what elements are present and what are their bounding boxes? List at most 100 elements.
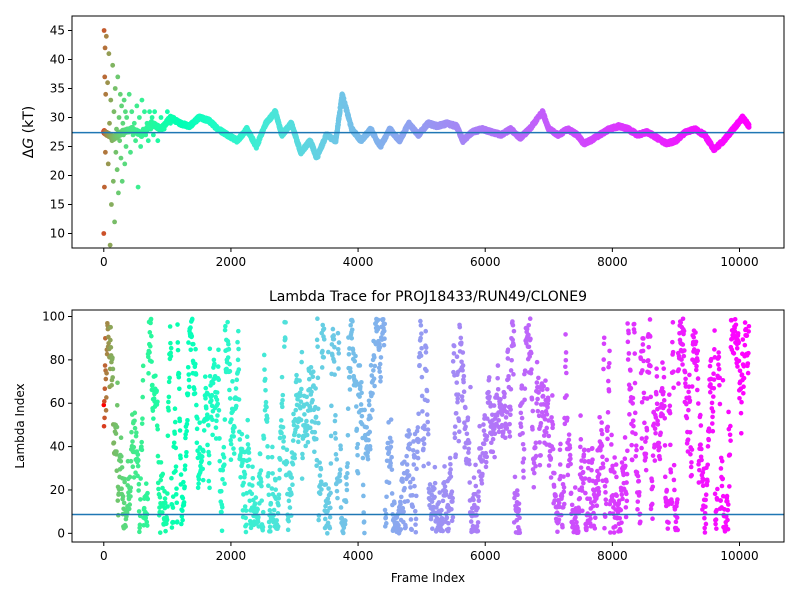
- lambda-point: [262, 376, 268, 382]
- lambda-point: [258, 468, 264, 473]
- lambda-point: [203, 385, 209, 391]
- delta-g-point: [164, 109, 170, 115]
- lambda-point: [239, 446, 245, 452]
- lambda-point: [184, 428, 189, 434]
- delta-g-point: [115, 74, 121, 80]
- lambda-point: [118, 459, 124, 464]
- delta-g-point: [142, 109, 147, 115]
- lambda-point: [266, 492, 272, 498]
- delta-g-point: [147, 109, 152, 115]
- lambda-point: [113, 431, 119, 436]
- lambda-point: [174, 486, 179, 491]
- lambda-point: [167, 375, 172, 381]
- lambda-point: [172, 406, 178, 412]
- lambda-point: [110, 375, 115, 380]
- lambda-point: [156, 486, 161, 492]
- lambda-point: [140, 378, 146, 383]
- lambda-point: [225, 355, 231, 360]
- delta-g-point: [105, 161, 111, 167]
- lambda-point: [207, 460, 212, 466]
- delta-g-point: [128, 149, 133, 155]
- lambda-point: [139, 439, 144, 445]
- delta-g-point: [123, 144, 129, 149]
- delta-g-point: [102, 184, 107, 190]
- delta-g-point: [102, 149, 108, 155]
- lambda-point: [268, 529, 273, 534]
- lambda-point: [264, 404, 269, 410]
- lambda-point: [220, 477, 225, 482]
- lambda-point: [168, 340, 173, 346]
- delta-g-point: [122, 161, 128, 167]
- lambda-point: [173, 445, 179, 451]
- lambda-point: [155, 453, 161, 459]
- lambda-point: [130, 439, 135, 444]
- delta-g-point: [145, 138, 151, 144]
- lambda-point: [165, 491, 170, 496]
- lambda-point: [214, 418, 219, 424]
- delta-g-point: [108, 97, 114, 103]
- lambda-point: [216, 408, 222, 413]
- lambda-point: [242, 504, 248, 509]
- lambda-point: [226, 341, 231, 347]
- lambda-point: [136, 509, 142, 514]
- lambda-point: [123, 524, 128, 529]
- lambda-point: [121, 500, 127, 506]
- lambda-point: [222, 462, 227, 467]
- delta-g-point: [101, 28, 107, 33]
- delta-g-point: [746, 124, 752, 130]
- lambda-point: [267, 508, 273, 513]
- delta-g-point: [109, 202, 114, 207]
- delta-g-x-tick-label: 0: [100, 255, 108, 269]
- lambda-point: [230, 379, 235, 384]
- lambda-point: [226, 346, 232, 352]
- lambda-point: [231, 434, 237, 439]
- lambda-point: [145, 354, 151, 360]
- lambda-point: [201, 428, 207, 433]
- lambda-point: [174, 500, 180, 506]
- delta-g-point: [112, 86, 118, 91]
- lambda-point: [190, 341, 196, 347]
- lambda-point: [118, 435, 124, 441]
- delta-g-y-tick-label: 30: [50, 111, 65, 125]
- lambda-point: [199, 454, 205, 460]
- lambda-point: [160, 471, 166, 477]
- lambda-point: [132, 418, 137, 424]
- lambda-point: [192, 386, 197, 392]
- lambda-point: [240, 508, 246, 513]
- lambda-point: [209, 398, 214, 403]
- lambda-point: [236, 367, 242, 372]
- lambda-point: [218, 488, 224, 494]
- lambda-point: [147, 330, 153, 335]
- delta-g-x-tick-label: 6000: [470, 255, 501, 269]
- lambda-point: [115, 512, 121, 518]
- lambda-point: [205, 442, 210, 448]
- lambda-point: [163, 528, 168, 534]
- lambda-point: [201, 449, 206, 454]
- lambda-point: [135, 463, 141, 469]
- lambda-point: [185, 364, 191, 370]
- lambda-point: [160, 485, 165, 491]
- lambda-point: [149, 359, 154, 364]
- lambda-point: [122, 479, 127, 485]
- lambda-point: [153, 373, 158, 379]
- lambda-point: [136, 457, 141, 463]
- lambda-point: [205, 422, 211, 428]
- lambda-point: [193, 346, 198, 352]
- lambda-point: [202, 374, 208, 379]
- lambda-point: [211, 357, 217, 363]
- lambda-point: [276, 496, 282, 501]
- lambda-point: [114, 403, 120, 408]
- lambda-point: [141, 522, 147, 528]
- lambda-point: [180, 517, 185, 523]
- lambda-point: [219, 504, 225, 510]
- lambda-point: [221, 444, 227, 450]
- lambda-point: [132, 425, 138, 431]
- lambda-point: [243, 508, 249, 513]
- delta-g-y-tick-label: 45: [50, 24, 65, 38]
- delta-g-point: [135, 184, 141, 190]
- lambda-point: [227, 396, 233, 401]
- delta-g-point: [150, 132, 156, 138]
- lambda-point: [186, 372, 192, 377]
- lambda-point: [258, 479, 264, 485]
